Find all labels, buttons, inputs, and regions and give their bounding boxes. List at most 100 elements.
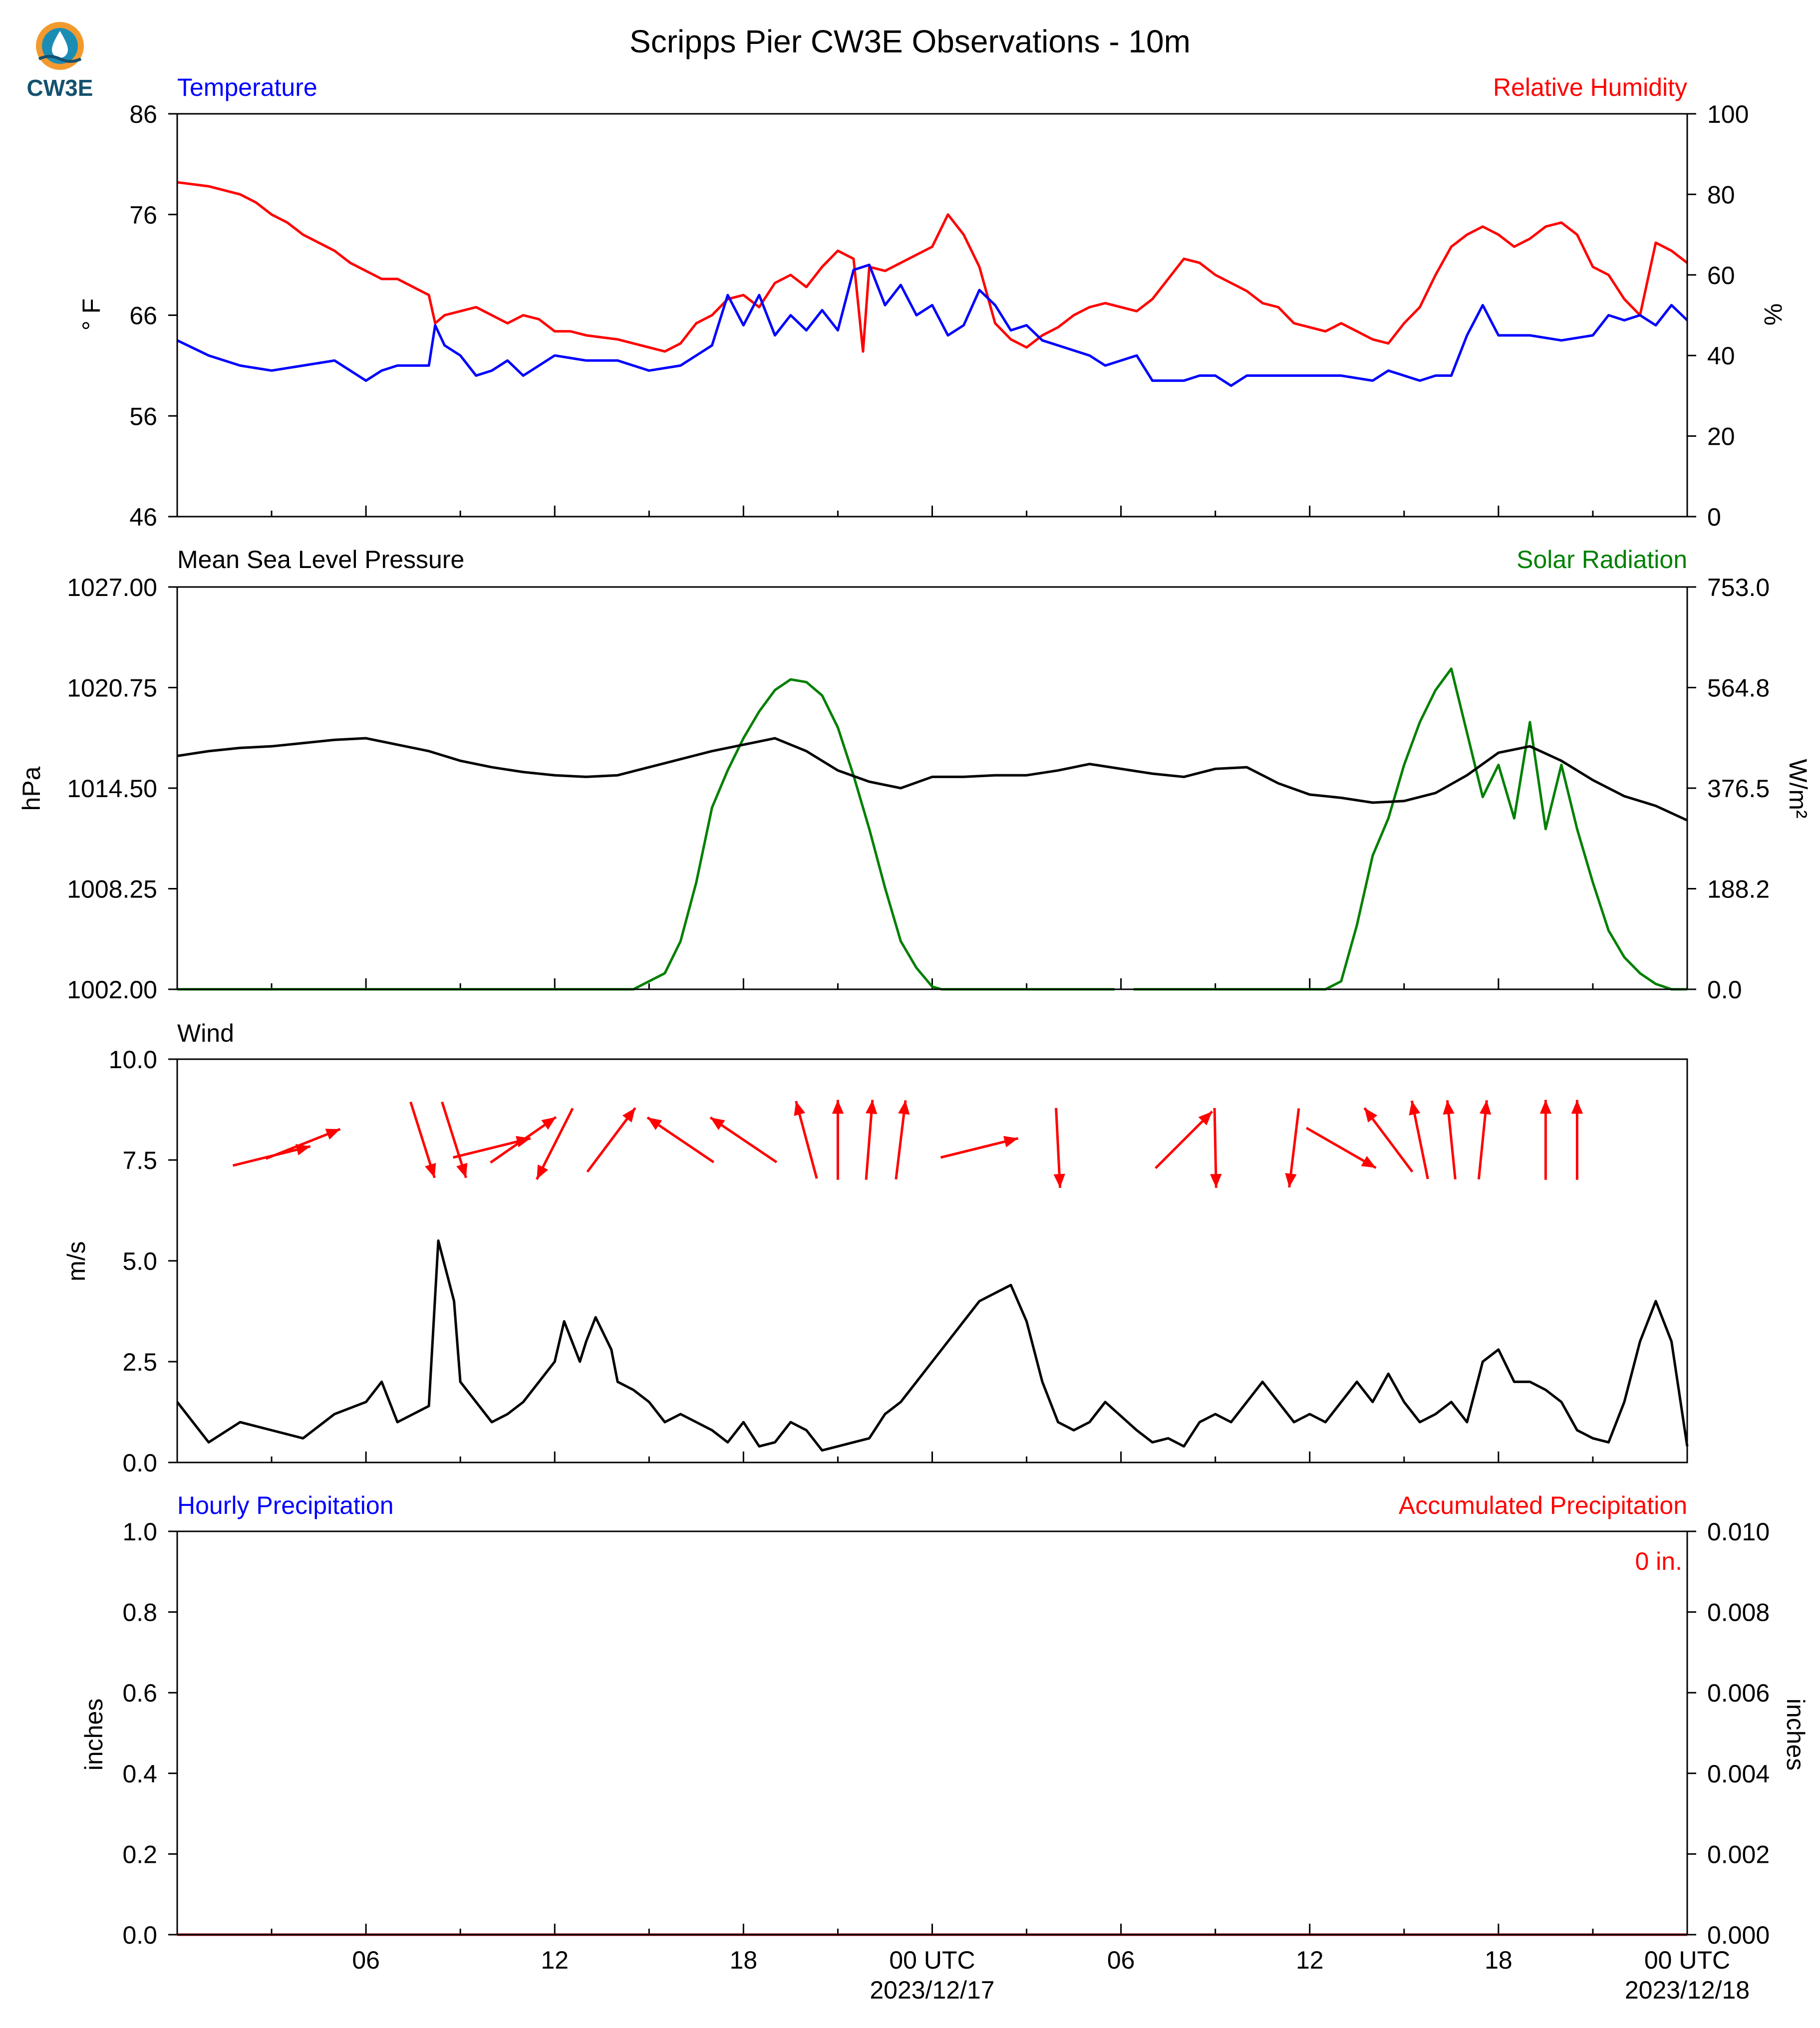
wind-arrow: [1285, 1108, 1300, 1188]
solar-unit: W/m²: [1784, 759, 1812, 818]
wind-arrow-head-icon: [1003, 1136, 1018, 1148]
wind-arrow-head-icon: [866, 1100, 878, 1115]
temperature-unit: ° F: [77, 298, 105, 330]
hourly-precip-unit: inches: [80, 1699, 108, 1771]
x-ticks: [271, 1451, 1688, 1462]
accum-precip-tick-label: 0.008: [1707, 1599, 1770, 1627]
hourly-precip-axis: 1.0 0.8 0.6 0.4 0.2 0.0: [122, 1518, 177, 1949]
pressure-tick-label: 1008.25: [67, 875, 157, 903]
wind-arrow-head-icon: [832, 1100, 844, 1114]
x-tick-label: 06: [1107, 1946, 1135, 1974]
wind-arrow-head-icon: [537, 1164, 549, 1179]
wind-unit: m/s: [62, 1241, 90, 1282]
wind-arrow-head-icon: [1443, 1100, 1455, 1115]
hourly-precip-tick-label: 0.4: [122, 1760, 157, 1788]
wind-arrow-head-icon: [1364, 1108, 1378, 1123]
pressure-line: [177, 737, 1688, 822]
wind-arrow: [265, 1128, 341, 1160]
wind-arrow: [1409, 1100, 1429, 1179]
wind-arrow: [1571, 1100, 1583, 1180]
pressure-tick-label: 1014.50: [67, 775, 157, 803]
humidity-tick-label: 100: [1707, 100, 1749, 128]
wind-arrow-head-icon: [647, 1117, 662, 1130]
panel-temperature-humidity: Temperature Relative Humidity ° F % 86 76…: [77, 73, 1787, 531]
wind-arrow-head-icon: [456, 1162, 468, 1178]
panel-pressure-solar: Mean Sea Level Pressure Solar Radiation …: [17, 546, 1812, 1004]
pressure-axis: 1027.00 1020.75 1014.50 1008.25 1002.00: [67, 574, 177, 1004]
solar-tick-label: 753.0: [1707, 574, 1770, 601]
wind-arrow-head-icon: [1285, 1173, 1297, 1187]
temperature-line: [176, 264, 1688, 387]
humidity-tick-label: 20: [1707, 423, 1735, 451]
wind-speed-tick-label: 0.0: [122, 1449, 157, 1477]
humidity-tick-label: 40: [1707, 342, 1735, 370]
humidity-tick-label: 60: [1707, 262, 1735, 290]
wind-arrow: [453, 1136, 531, 1159]
wind-direction-arrows: [232, 1100, 1583, 1188]
wind-arrow-head-icon: [1571, 1100, 1583, 1114]
x-tick-label: 12: [541, 1946, 569, 1974]
accum-precip-axis: 0.010 0.008 0.006 0.004 0.002 0.000: [1687, 1518, 1770, 1949]
panel-frame: [176, 586, 1688, 990]
temperature-tick-label: 56: [129, 402, 157, 430]
temperature-axis: 86 76 66 56 46: [129, 100, 177, 531]
wind-arrow-head-icon: [1361, 1156, 1376, 1168]
hourly-precip-tick-label: 0.0: [122, 1921, 157, 1949]
wind-arrow-head-icon: [325, 1129, 340, 1140]
accum-precip-tick-label: 0.000: [1707, 1921, 1770, 1949]
wind-arrow-head-icon: [1210, 1173, 1222, 1188]
x-date-label: 2023/12/18: [1625, 1976, 1750, 2004]
pressure-label: Mean Sea Level Pressure: [177, 546, 464, 574]
temperature-tick-label: 86: [129, 100, 157, 128]
wind-speed-tick-label: 2.5: [122, 1348, 157, 1376]
accum-precip-unit: inches: [1782, 1699, 1810, 1771]
panel-frame: [176, 1530, 1688, 1936]
wind-arrow-head-icon: [622, 1108, 635, 1123]
accum-precip-tick-label: 0.002: [1707, 1840, 1770, 1868]
wind-arrow: [490, 1116, 557, 1164]
wind-speed-tick-label: 7.5: [122, 1147, 157, 1174]
x-ticks: [271, 1924, 1688, 1935]
humidity-tick-label: 0: [1707, 503, 1721, 531]
wind-arrow: [536, 1108, 574, 1180]
wind-axis: 10.0 7.5 5.0 2.5 0.0: [109, 1046, 177, 1477]
wind-arrow: [441, 1101, 468, 1178]
panel-frame: [176, 113, 1688, 518]
temperature-tick-label: 66: [129, 302, 157, 330]
wind-arrow: [895, 1100, 910, 1180]
solar-tick-label: 188.2: [1707, 875, 1770, 903]
x-tick-label: 00 UTC: [1644, 1946, 1730, 1974]
solar-tick-label: 564.8: [1707, 674, 1770, 702]
relative-humidity-line: [177, 181, 1688, 353]
wind-speed-tick-label: 10.0: [109, 1046, 157, 1074]
wind-arrow: [1305, 1127, 1377, 1169]
x-date-label: 2023/12/17: [870, 1976, 994, 2004]
wind-arrow: [940, 1136, 1019, 1159]
wind-arrow-head-icon: [1198, 1111, 1213, 1126]
hourly-precip-tick-label: 1.0: [122, 1518, 157, 1546]
hourly-precip-tick-label: 0.8: [122, 1599, 157, 1627]
wind-arrow-head-icon: [898, 1100, 910, 1115]
wind-arrow: [1363, 1107, 1414, 1173]
wind-arrow: [709, 1116, 778, 1163]
pressure-solar-series: [177, 667, 1688, 991]
wind-arrow: [1477, 1100, 1492, 1180]
x-tick-label: 00 UTC: [889, 1946, 975, 1974]
wind-arrow-head-icon: [710, 1117, 725, 1130]
wind-arrow: [586, 1107, 636, 1173]
wind-arrow: [1155, 1111, 1213, 1169]
temperature-tick-label: 76: [129, 201, 157, 229]
temperature-tick-label: 46: [129, 503, 157, 531]
accum-precip-tick-label: 0.004: [1707, 1760, 1770, 1788]
x-tick-label: 12: [1296, 1946, 1324, 1974]
wind-arrow: [1443, 1100, 1457, 1180]
wind-arrow-head-icon: [296, 1144, 310, 1156]
humidity-axis: 100 80 60 40 20 0: [1687, 100, 1749, 531]
x-tick-label: 06: [352, 1946, 380, 1974]
wind-arrow-head-icon: [425, 1162, 436, 1178]
solar-radiation-line: [1133, 667, 1687, 991]
pressure-tick-label: 1020.75: [67, 674, 157, 702]
temperature-label: Temperature: [177, 73, 317, 101]
